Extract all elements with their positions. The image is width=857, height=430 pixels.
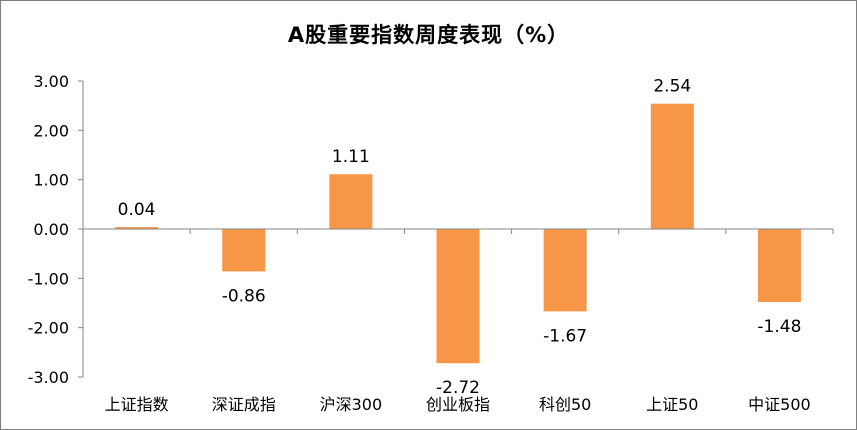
x-tick-label: 上证指数 <box>105 395 169 414</box>
x-tick-label: 深证成指 <box>212 395 276 414</box>
x-tick-label: 上证50 <box>646 395 698 414</box>
bar-6 <box>650 103 694 229</box>
y-tick-label: 2.00 <box>33 121 69 140</box>
data-label: -2.72 <box>436 378 480 398</box>
y-tick-label: 3.00 <box>33 72 69 91</box>
y-tick-label: 0.00 <box>33 220 69 239</box>
x-tick-label: 创业板指 <box>426 395 490 414</box>
bar-7 <box>757 229 801 303</box>
data-label: -0.86 <box>222 286 266 306</box>
data-label: 2.54 <box>653 77 691 97</box>
data-label: -1.48 <box>757 317 801 337</box>
bar-1 <box>115 227 159 229</box>
y-tick-label: -3.00 <box>28 368 69 387</box>
bar-3 <box>329 174 373 229</box>
y-tick-label: -1.00 <box>28 269 69 288</box>
data-label: 1.11 <box>332 147 370 167</box>
bar-2 <box>222 229 266 272</box>
data-label: -1.67 <box>543 326 587 346</box>
x-tick-label: 科创50 <box>539 395 591 414</box>
x-tick-label: 沪深300 <box>320 395 383 414</box>
bar-4 <box>436 229 480 364</box>
x-tick-label: 中证500 <box>748 395 811 414</box>
y-tick-label: 1.00 <box>33 171 69 190</box>
chart-title: A股重要指数周度表现（%） <box>287 23 570 47</box>
y-tick-label: -2.00 <box>28 319 69 338</box>
data-label: 0.04 <box>118 200 156 220</box>
bar-5 <box>543 229 587 312</box>
